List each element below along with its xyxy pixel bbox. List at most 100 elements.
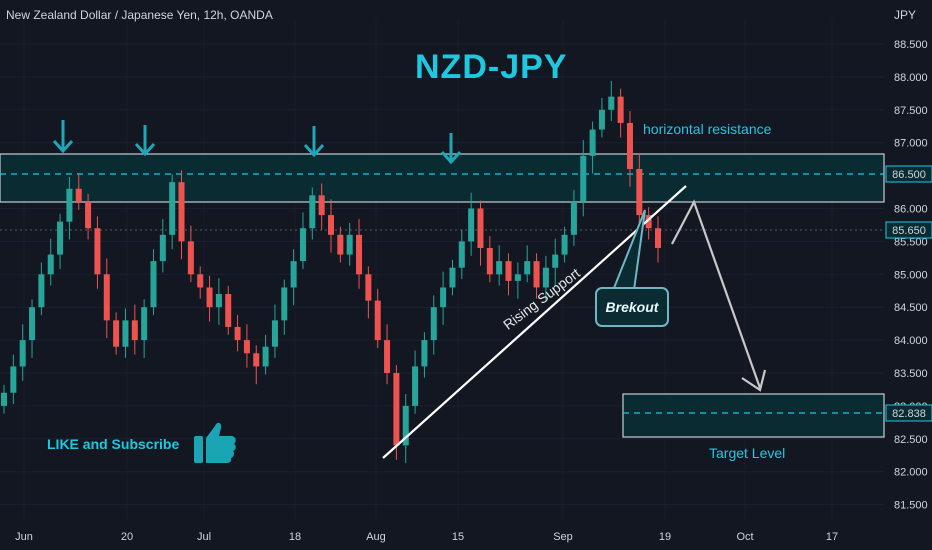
candle-body <box>524 261 531 275</box>
candle-body <box>19 340 26 367</box>
candle-body <box>131 320 138 341</box>
y-tick-label: 85.500 <box>894 236 928 248</box>
arrow-down-icon <box>134 125 156 157</box>
candle-body <box>150 261 157 308</box>
candle-body <box>533 261 540 288</box>
x-axis: Jun 20 Jul 18 Aug 15 Sep 19 Oct 17 <box>15 531 838 543</box>
candle-body <box>169 182 176 235</box>
resistance-zone <box>0 153 885 203</box>
candle-body <box>234 326 241 341</box>
candle-body <box>384 340 391 373</box>
candle-body <box>253 353 260 367</box>
projection-arrowhead <box>741 369 767 392</box>
chart-title: NZD-JPY <box>415 48 568 86</box>
y-tick-label: 88.000 <box>894 72 928 84</box>
candle-body <box>542 267 549 288</box>
candle-body <box>393 373 400 446</box>
candle-body <box>346 234 353 255</box>
currency-label: JPY <box>894 8 917 22</box>
candle-body <box>505 261 512 281</box>
y-tick-label: 83.500 <box>894 368 928 380</box>
candle-body <box>47 254 54 275</box>
x-tick-label: Sep <box>553 531 573 543</box>
projection-path <box>671 199 762 389</box>
y-tick-label: 81.500 <box>894 500 928 512</box>
candle-body <box>243 340 250 354</box>
candle-body <box>486 247 493 275</box>
candle-body <box>262 346 269 367</box>
x-tick-label: Oct <box>736 531 753 543</box>
candle-body <box>655 228 661 248</box>
y-tick-label: 82.500 <box>894 434 928 446</box>
candle-body <box>477 208 484 248</box>
candle-body <box>412 366 419 406</box>
candle-body <box>561 234 568 255</box>
last-price-label: 85.650 <box>892 225 926 237</box>
horizontal-resistance-label: horizontal resistance <box>643 121 772 137</box>
candle-body <box>636 169 643 216</box>
candle-body <box>141 307 148 341</box>
candle-body <box>299 228 306 262</box>
thumbs-up-icon <box>194 422 236 463</box>
candles <box>1 80 661 464</box>
candle-body <box>356 234 363 275</box>
candle-body <box>468 208 475 242</box>
candle-body <box>365 274 372 301</box>
candle-body <box>430 307 437 341</box>
candle-body <box>496 261 503 275</box>
x-tick-label: 15 <box>452 531 464 543</box>
candle-body <box>122 320 129 347</box>
symbol-header: New Zealand Dollar / Japanese Yen, 12h, … <box>6 8 273 22</box>
candle-body <box>626 122 633 170</box>
candle-body <box>589 129 596 156</box>
like-subscribe-text: LIKE and Subscribe <box>47 436 180 452</box>
y-tick-label: 85.000 <box>894 269 928 281</box>
candle-body <box>57 221 64 255</box>
candle-body <box>552 254 559 268</box>
resistance-price-badge: 86.500 <box>885 165 932 183</box>
x-tick-label: 19 <box>659 531 671 543</box>
candle-body <box>225 294 232 327</box>
y-tick-label: 86.000 <box>894 204 928 216</box>
y-tick-label: 84.500 <box>894 302 928 314</box>
candle-body <box>598 109 605 130</box>
arrow-down-icon <box>303 126 325 158</box>
candle-body <box>580 155 587 202</box>
breakout-callout: Brekout <box>595 287 669 327</box>
y-tick-label: 87.500 <box>894 105 928 117</box>
x-tick-label: 18 <box>289 531 301 543</box>
last-price-badge: 85.650 <box>885 221 932 239</box>
candle-body <box>38 274 45 308</box>
x-tick-label: Aug <box>366 531 386 543</box>
candle-body <box>103 274 110 321</box>
candle-body <box>187 241 194 275</box>
resistance-price-label: 86.500 <box>892 169 926 181</box>
candle-body <box>449 267 456 288</box>
candle-body <box>421 340 428 367</box>
candle-body <box>94 228 101 275</box>
candle-body <box>337 234 344 255</box>
candle-body <box>10 366 17 393</box>
candle-body <box>374 300 381 341</box>
y-tick-label: 82.000 <box>894 467 928 479</box>
candle-body <box>159 234 166 262</box>
candle-body <box>178 182 185 242</box>
candle-body <box>281 287 288 321</box>
y-axis: 88.500 88.000 87.500 87.000 86.500 86.000 85.5… <box>894 39 928 512</box>
candle-body <box>66 188 73 222</box>
candle-body <box>318 195 325 216</box>
candle-body <box>458 241 465 268</box>
candle-body <box>328 215 334 235</box>
candle-body <box>85 201 92 229</box>
candle-body <box>271 320 278 347</box>
candle-body <box>290 261 297 288</box>
candle-body <box>206 287 213 308</box>
arrow-down-icon <box>52 120 74 154</box>
candle-body <box>514 274 521 281</box>
x-tick-label: Jul <box>197 531 211 543</box>
candle-body <box>402 405 409 446</box>
candle-body <box>617 96 624 123</box>
candle-body <box>197 274 204 288</box>
x-tick-label: Jun <box>15 531 33 543</box>
